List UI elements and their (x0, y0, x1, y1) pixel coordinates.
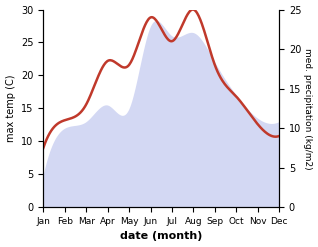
Y-axis label: med. precipitation (kg/m2): med. precipitation (kg/m2) (303, 48, 313, 169)
Y-axis label: max temp (C): max temp (C) (5, 75, 16, 142)
X-axis label: date (month): date (month) (120, 231, 203, 242)
